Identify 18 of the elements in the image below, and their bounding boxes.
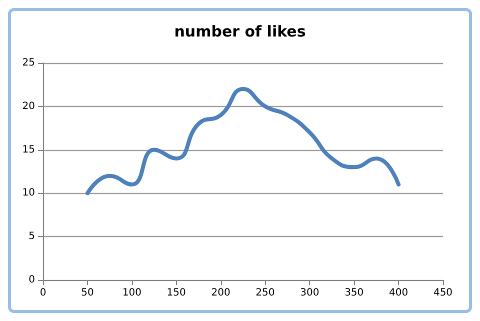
x-tick-label: 50 xyxy=(81,288,94,298)
x-tick-label: 100 xyxy=(122,288,142,298)
y-tick-label: 10 xyxy=(22,188,35,199)
x-tick-label: 250 xyxy=(256,288,275,298)
y-tick-label: 20 xyxy=(22,100,35,112)
x-tick-label: 400 xyxy=(389,288,408,298)
x-tick-label: 450 xyxy=(433,288,453,298)
line-series xyxy=(85,87,401,196)
x-tick-label: 0 xyxy=(40,288,46,298)
x-tick-label: 300 xyxy=(300,288,320,298)
x-tick-label: 200 xyxy=(211,288,230,298)
y-tick-label: 25 xyxy=(22,58,35,68)
y-tick-label: 0 xyxy=(28,274,35,286)
x-tick-label: 150 xyxy=(166,288,186,298)
x-tick-label: 350 xyxy=(344,288,364,298)
y-tick-label: 15 xyxy=(22,144,35,156)
y-tick-label: 5 xyxy=(28,231,35,242)
chart-title: number of likes xyxy=(174,22,306,40)
